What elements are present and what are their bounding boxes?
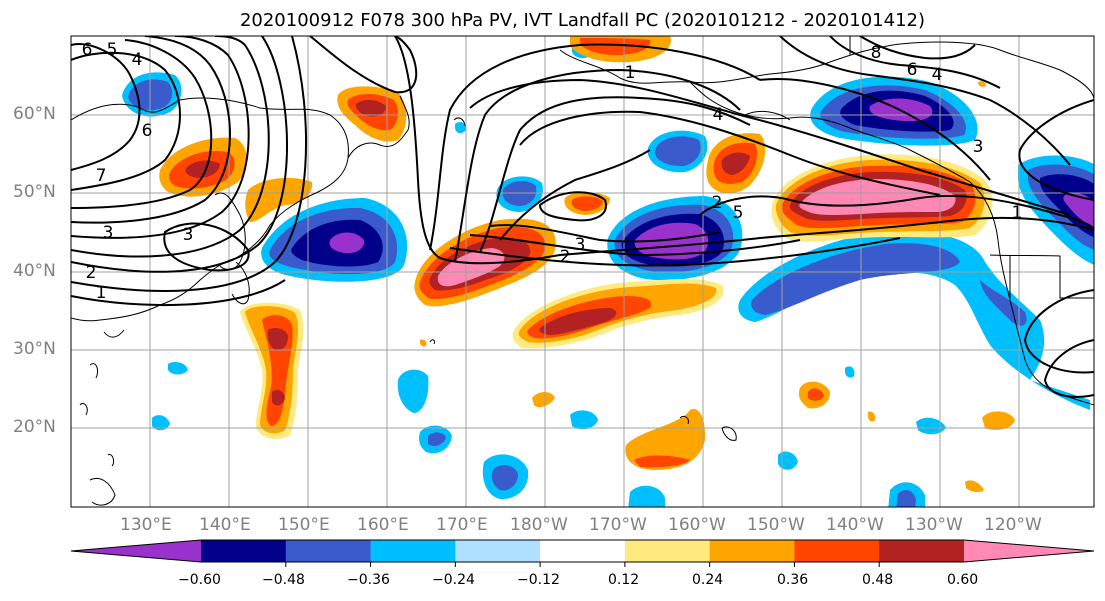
colorbar-tick-label: 0.60	[947, 572, 979, 588]
contour-label: 5	[733, 203, 744, 223]
colorbar-swatch	[455, 540, 541, 562]
lon-label: 130°W	[905, 515, 963, 535]
colorbar-tick-label: −0.48	[262, 572, 305, 588]
lon-label: 160°E	[357, 515, 409, 535]
contour-label: 4	[713, 105, 724, 125]
lon-label: 150°E	[278, 515, 330, 535]
contour-label: 2	[712, 193, 723, 213]
map-frame	[70, 35, 1095, 508]
colorbar-tick-label: −0.60	[178, 572, 221, 588]
colorbar-swatch	[370, 540, 456, 562]
colorbar-outline	[70, 539, 1095, 563]
colorbar-tick-label: −0.36	[347, 572, 390, 588]
contour-label: 3	[103, 223, 114, 243]
contour-label: 6	[142, 121, 153, 141]
colorbar-swatch	[879, 540, 965, 562]
contour-label: 3	[973, 137, 984, 157]
contour-label: 2	[560, 247, 571, 267]
colorbar-swatch	[285, 540, 372, 562]
lon-label: 170°W	[589, 515, 647, 535]
contour-label-group: 6 5 4 6 7 3 2 1 3 2 1 4 5 3 2 8 6 4 3 1	[82, 40, 1023, 303]
contour-label: 6	[82, 40, 93, 60]
lat-label-60n: 60°N	[13, 104, 56, 124]
lat-label-30n: 30°N	[13, 339, 56, 359]
contour-label: 7	[96, 166, 107, 186]
lon-label: 140°E	[199, 515, 251, 535]
contour-label: 1	[625, 63, 636, 83]
pv-contours	[71, 36, 1094, 398]
contour-label: 5	[107, 40, 118, 60]
colorbar-swatch	[540, 540, 626, 562]
colorbar-tick-label: −0.12	[517, 572, 560, 588]
colorbar	[70, 539, 1095, 567]
colorbar-swatch	[71, 540, 201, 562]
contour-label: 4	[132, 50, 143, 70]
colorbar-tick-label: 0.24	[692, 572, 724, 588]
lon-label: 150°W	[747, 515, 805, 535]
contour-label: 3	[183, 225, 194, 245]
colorbar-swatch	[709, 540, 795, 562]
colorbar-tick-label: 0.48	[862, 572, 894, 588]
lon-label: 180°W	[510, 515, 568, 535]
lon-label: 120°W	[984, 515, 1042, 535]
colorbar-swatch	[201, 540, 287, 562]
contour-label: 2	[86, 263, 97, 283]
lat-label-40n: 40°N	[13, 261, 56, 281]
lon-label: 140°W	[826, 515, 884, 535]
lat-label-20n: 20°N	[13, 417, 56, 437]
lon-label: 130°E	[120, 515, 172, 535]
colorbar-tick-label: 0.36	[777, 572, 809, 588]
lat-label-50n: 50°N	[13, 182, 56, 202]
contour-label: 8	[871, 43, 882, 63]
colorbar-swatch	[624, 540, 711, 562]
contour-label: 4	[932, 65, 943, 85]
colorbar-swatch	[794, 540, 880, 562]
contour-label: 6	[907, 60, 918, 80]
contour-label: 1	[96, 283, 107, 303]
colorbar-tick-label: −0.24	[432, 572, 475, 588]
colorbar-swatch	[964, 540, 1094, 562]
contour-label: 1	[1012, 203, 1023, 223]
map-title: 2020100912 F078 300 hPa PV, IVT Landfall…	[239, 10, 926, 31]
contour-label: 3	[575, 235, 586, 255]
colorbar-tick-label: 0.12	[608, 572, 640, 588]
lon-label: 160°W	[668, 515, 726, 535]
lon-label: 170°E	[436, 515, 488, 535]
